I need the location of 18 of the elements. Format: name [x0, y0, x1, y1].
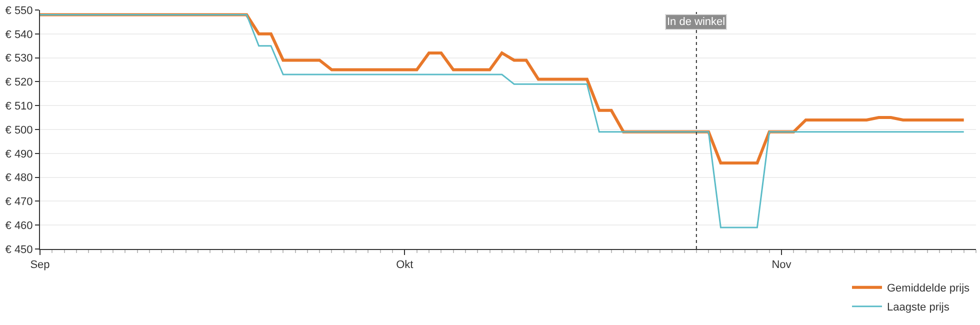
ref-line-label: In de winkel: [667, 16, 726, 28]
legend-label: Gemiddelde prijs: [887, 282, 970, 295]
y-tick-label: € 550: [5, 4, 33, 17]
y-tick-label: € 520: [5, 76, 33, 89]
line-series: [40, 14, 965, 228]
y-tick-label: € 480: [5, 172, 33, 184]
legend-label: Laagste prijs: [887, 302, 950, 314]
y-tick-label: € 540: [5, 28, 33, 41]
x-tick-label: Okt: [396, 259, 414, 272]
x-tick-label: Nov: [772, 259, 792, 272]
x-tick-label: Sep: [30, 259, 50, 272]
y-tick-label: € 470: [5, 196, 33, 208]
y-tick-label: € 530: [5, 52, 33, 65]
y-tick-label: € 490: [5, 148, 33, 160]
y-tick-label: € 450: [5, 244, 33, 256]
y-tick-label: € 460: [5, 220, 33, 232]
y-tick-label: € 500: [5, 124, 33, 136]
y-tick-label: € 510: [5, 100, 33, 112]
